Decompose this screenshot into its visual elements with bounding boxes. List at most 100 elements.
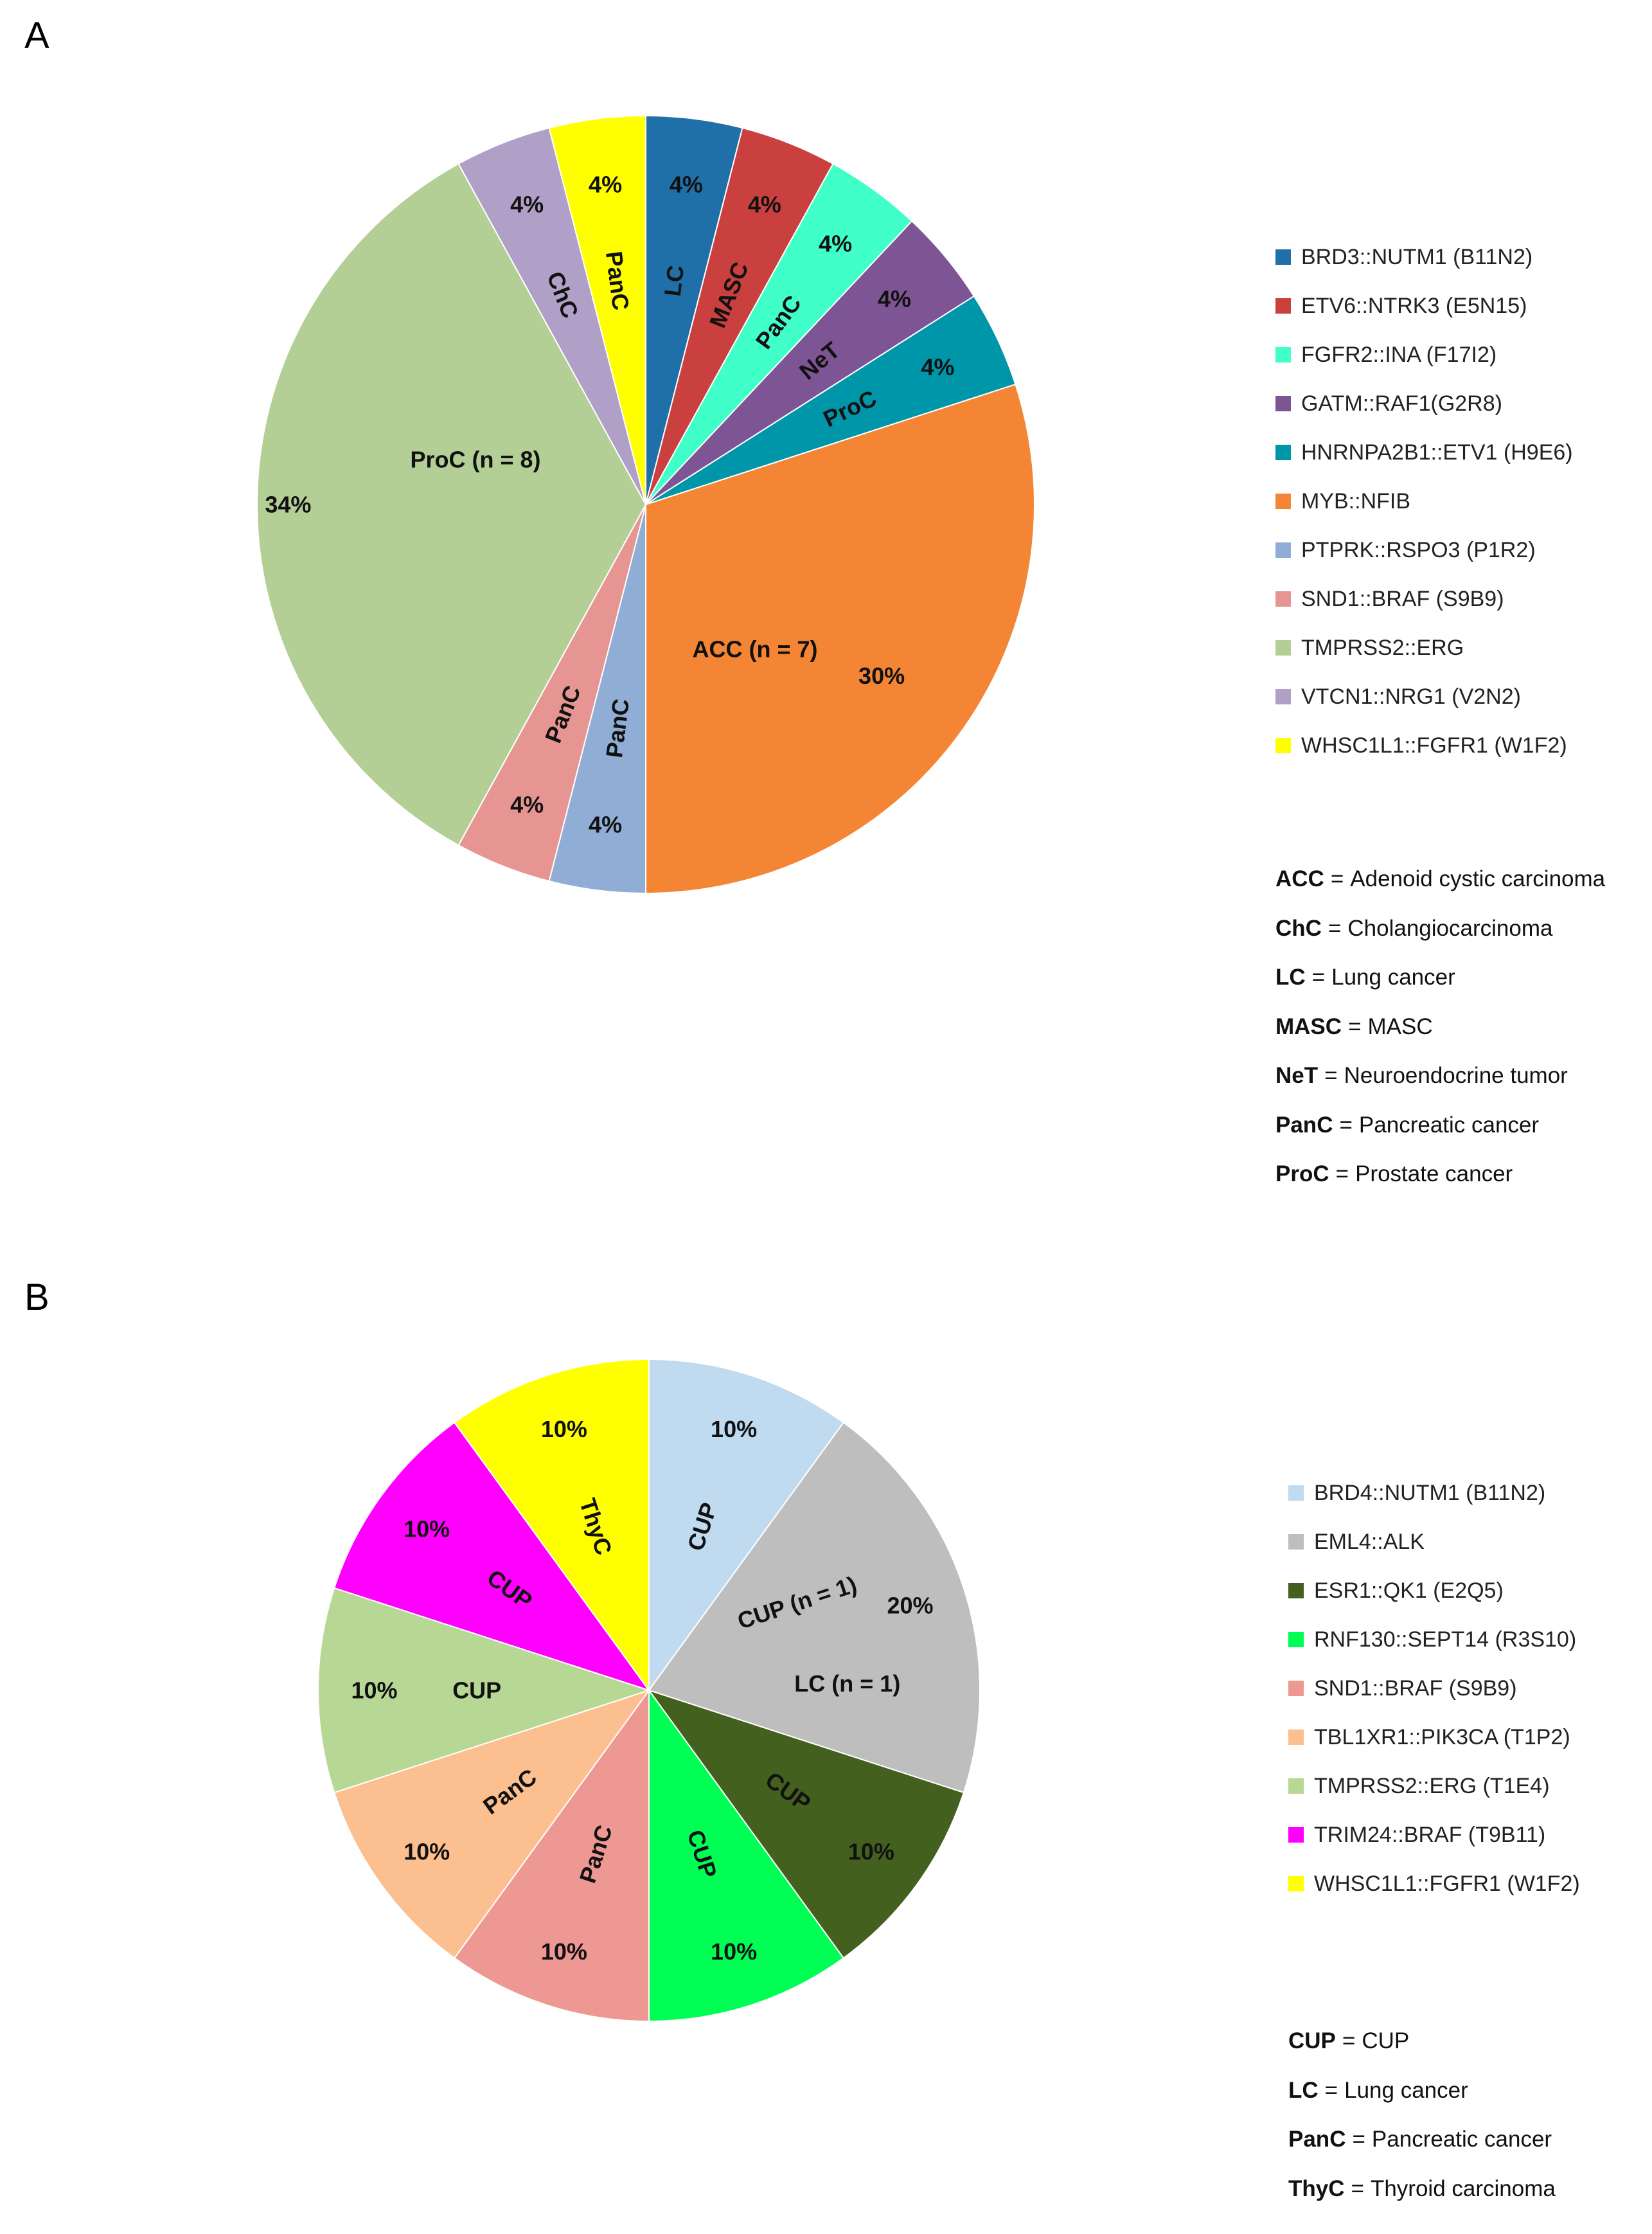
legend-item-tbl1xr1-pik3ca-t1p2: TBL1XR1::PIK3CA (T1P2) — [1288, 1713, 1580, 1762]
slice-percent-label: 10% — [351, 1677, 398, 1704]
slice-percent-label: 4% — [878, 285, 911, 312]
abbreviation-meaning: Pancreatic cancer — [1358, 1112, 1540, 1138]
slice-percent-label: 10% — [541, 1938, 587, 1965]
legend-item-brd4-nutm1-b11n2: BRD4::NUTM1 (B11N2) — [1288, 1469, 1580, 1517]
pie-slice-whsc1l1-fgfr1-w1f2 — [548, 114, 646, 505]
legend-item-whsc1l1-fgfr1-w1f2: WHSC1L1::FGFR1 (W1F2) — [1288, 1859, 1580, 1908]
legend-item-hnrnpa2b1-etv1-h9e6: HNRNPA2B1::ETV1 (H9E6) — [1275, 428, 1573, 477]
slice-percent-label: 10% — [404, 1515, 450, 1542]
legend-swatch — [1288, 1827, 1304, 1843]
legend-swatch — [1288, 1534, 1304, 1550]
abbreviation-chc: ChC = Cholangiocarcinoma — [1275, 904, 1605, 954]
legend-label: FGFR2::INA (F17I2) — [1301, 342, 1497, 367]
abbreviation-term: LC — [1288, 2077, 1319, 2103]
legend-swatch — [1275, 640, 1291, 656]
slice-percent-label: 4% — [510, 791, 544, 818]
abbreviation-panc: PanC = Pancreatic cancer — [1275, 1101, 1605, 1150]
slice-percent-label: 30% — [858, 663, 905, 689]
abbreviations-a: ACC = Adenoid cystic carcinoma ChC = Cholangi… — [1275, 855, 1605, 1199]
pie-slice-tbl1xr1-pik3ca-t1p2 — [333, 1689, 651, 1960]
abbreviation-net: NeT = Neuroendocrine tumor — [1275, 1051, 1605, 1101]
legend-swatch — [1275, 249, 1291, 265]
legend-label: ESR1::QK1 (E2Q5) — [1314, 1578, 1504, 1603]
equals-sign: = — [1335, 1161, 1349, 1187]
legend-swatch — [1275, 591, 1291, 607]
legend-item-eml4-alk: EML4::ALK — [1288, 1517, 1580, 1566]
pie-slice-tmprss2-erg — [256, 163, 647, 846]
equals-sign: = — [1330, 866, 1344, 892]
legend-item-snd1-braf-s9b9: SND1::BRAF (S9B9) — [1288, 1664, 1580, 1713]
abbreviation-meaning: Cholangiocarcinoma — [1347, 915, 1553, 941]
legend-label: TMPRSS2::ERG — [1301, 635, 1464, 660]
legend-label: RNF130::SEPT14 (R3S10) — [1314, 1627, 1577, 1652]
legend-item-snd1-braf-s9b9: SND1::BRAF (S9B9) — [1275, 575, 1573, 623]
abbreviation-meaning: Prostate cancer — [1355, 1161, 1513, 1187]
equals-sign: = — [1328, 915, 1342, 941]
legend-label: WHSC1L1::FGFR1 (W1F2) — [1314, 1871, 1580, 1896]
abbreviation-thyc: ThyC = Thyroid carcinoma — [1288, 2165, 1556, 2214]
slice-percent-label: 10% — [711, 1416, 757, 1442]
legend-label: TMPRSS2::ERG (T1E4) — [1314, 1773, 1550, 1798]
slice-percent-label: 4% — [510, 192, 544, 218]
abbreviation-meaning: Adenoid cystic carcinoma — [1350, 866, 1606, 892]
legend-label: BRD3::NUTM1 (B11N2) — [1301, 244, 1533, 269]
slice-percent-label: 10% — [711, 1938, 757, 1965]
legend-swatch — [1288, 1681, 1304, 1696]
legend-swatch — [1275, 542, 1291, 558]
legend-swatch — [1288, 1876, 1304, 1891]
abbreviation-lc: LC = Lung cancer — [1275, 953, 1605, 1003]
pie-slice-snd1-braf-s9b9 — [453, 1688, 650, 2023]
legend-label: EML4::ALK — [1314, 1529, 1425, 1554]
abbreviation-term: LC — [1275, 965, 1306, 990]
slice-percent-label: 4% — [589, 812, 622, 838]
abbreviation-cup: CUP = CUP — [1288, 2017, 1556, 2066]
legend-swatch — [1288, 1778, 1304, 1794]
legend-label: MYB::NFIB — [1301, 488, 1411, 514]
slice-percent-label: 10% — [541, 1416, 587, 1442]
pie-slice-trim24-braf-t9b11 — [333, 1421, 651, 1692]
legend-swatch — [1288, 1485, 1304, 1501]
legend-item-vtcn1-nrg1-v2n2: VTCN1::NRG1 (V2N2) — [1275, 672, 1573, 721]
legend-item-myb-nfib: MYB::NFIB — [1275, 477, 1573, 526]
abbreviation-meaning: Pancreatic cancer — [1371, 2127, 1552, 2152]
abbreviation-term: PanC — [1288, 2127, 1346, 2152]
pie-slice-tmprss2-erg-t1e4 — [317, 1587, 652, 1794]
abbreviation-term: ACC — [1275, 866, 1324, 892]
abbreviation-term: MASC — [1275, 1014, 1342, 1039]
slice-percent-label: 4% — [589, 171, 622, 197]
slice-category-label: ProC (n = 8) — [410, 447, 540, 473]
abbreviation-acc: ACC = Adenoid cystic carcinoma — [1275, 855, 1605, 904]
equals-sign: = — [1352, 2127, 1365, 2152]
abbreviation-meaning: CUP — [1362, 2028, 1410, 2054]
slice-category-label: LC — [659, 264, 689, 298]
legend-a: BRD3::NUTM1 (B11N2) ETV6::NTRK3 (E5N15) FG… — [1275, 233, 1573, 770]
slice-percent-label: 10% — [404, 1839, 450, 1865]
legend-swatch — [1275, 689, 1291, 704]
abbreviation-term: ProC — [1275, 1161, 1329, 1187]
pie-slice-myb-nfib — [645, 383, 1035, 895]
legend-swatch — [1275, 494, 1291, 509]
abbreviation-meaning: Lung cancer — [1331, 965, 1455, 990]
abbreviation-meaning: Thyroid carcinoma — [1370, 2176, 1556, 2201]
abbreviation-proc: ProC = Prostate cancer — [1275, 1150, 1605, 1199]
legend-label: BRD4::NUTM1 (B11N2) — [1314, 1480, 1546, 1505]
abbreviation-masc: MASC = MASC — [1275, 1003, 1605, 1052]
legend-label: VTCN1::NRG1 (V2N2) — [1301, 684, 1521, 709]
equals-sign: = — [1339, 1112, 1353, 1138]
legend-swatch — [1288, 1632, 1304, 1647]
slice-category-label: ACC (n = 7) — [692, 636, 817, 663]
legend-item-tmprss2-erg: TMPRSS2::ERG — [1275, 623, 1573, 672]
abbreviations-b: CUP = CUP LC = Lung cancer PanC = Pancreatic can… — [1288, 2017, 1556, 2213]
pie-slice-eml4-alk — [648, 1421, 981, 1794]
abbreviation-term: PanC — [1275, 1112, 1333, 1138]
abbreviation-term: ThyC — [1288, 2176, 1345, 2201]
legend-item-esr1-qk1-e2q5: ESR1::QK1 (E2Q5) — [1288, 1566, 1580, 1615]
legend-label: WHSC1L1::FGFR1 (W1F2) — [1301, 733, 1567, 758]
abbreviation-meaning: MASC — [1367, 1014, 1433, 1039]
legend-item-tmprss2-erg-t1e4: TMPRSS2::ERG (T1E4) — [1288, 1762, 1580, 1810]
legend-swatch — [1288, 1583, 1304, 1598]
legend-swatch — [1275, 738, 1291, 753]
